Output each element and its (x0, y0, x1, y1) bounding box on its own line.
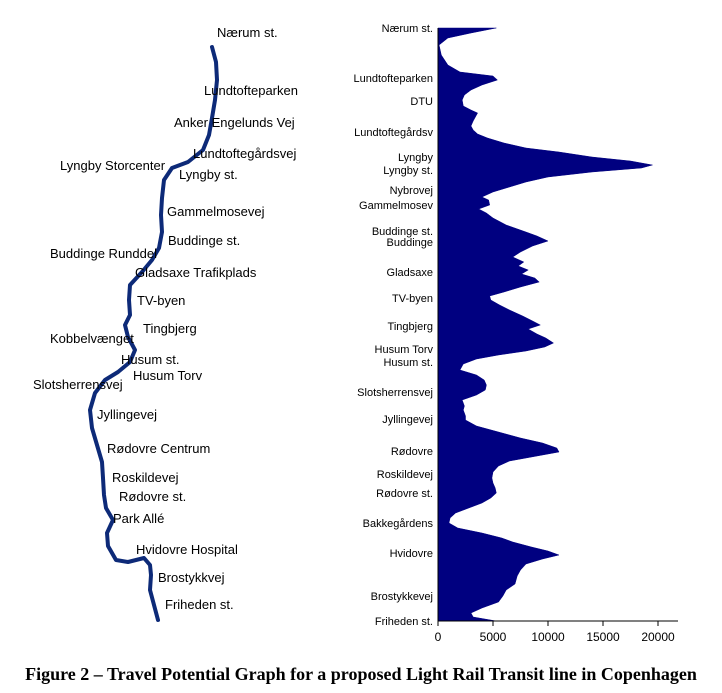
map-station-label: Lyngby Storcenter (60, 158, 166, 173)
category-label: Lyngby (398, 152, 434, 164)
map-station-label: Gladsaxe Trafikplads (135, 265, 257, 280)
map-station-label: Buddinge st. (168, 233, 240, 248)
route-map: Nærum st. Lundtofteparken Anker Engelunds … (33, 25, 298, 622)
category-label: Gladsaxe (387, 267, 433, 279)
map-station-label: Gammelmosevej (167, 204, 265, 219)
map-station-label: Lundtofteparken (204, 83, 298, 98)
category-label: Nærum st. (382, 23, 433, 35)
figure-caption: Figure 2 – Travel Potential Graph for a … (25, 664, 697, 684)
category-label: Slotsherrensvej (357, 387, 433, 399)
rail-route-line (88, 45, 219, 622)
map-station-label: Slotsherrensvej (33, 377, 123, 392)
map-station-label: Lundtoftegårdsvej (193, 146, 296, 161)
map-station-label: Nærum st. (217, 25, 278, 40)
category-label: Gammelmosev (359, 200, 433, 212)
x-tick-label: 5000 (480, 630, 507, 644)
travel-potential-chart: Nærum st. Lundtofteparken DTU Lundtoftegård… (353, 23, 678, 644)
x-tick-label: 0 (435, 630, 442, 644)
x-tick-label: 20000 (641, 630, 675, 644)
category-label: Buddinge st. (372, 226, 433, 238)
map-station-label: Kobbelvænget (50, 331, 134, 346)
map-station-label: Park Allé (113, 511, 164, 526)
category-label: Lundtofteparken (353, 73, 433, 85)
category-label: Buddinge (387, 237, 434, 249)
map-station-label: Hvidovre Hospital (136, 542, 238, 557)
map-station-label: Rødovre Centrum (107, 441, 210, 456)
map-station-label: Friheden st. (165, 597, 234, 612)
category-label: Lyngby st. (383, 165, 433, 177)
map-station-label: Anker Engelunds Vej (174, 115, 295, 130)
category-label: Brostykkevej (371, 591, 433, 603)
category-label: Rødovre (391, 446, 433, 458)
x-tick-label: 10000 (531, 630, 565, 644)
category-label: Lundtoftegårdsv (354, 127, 433, 139)
category-label: Husum st. (383, 357, 433, 369)
category-label: Nybrovej (390, 185, 433, 197)
map-station-label: Lyngby st. (179, 167, 238, 182)
map-station-label: Jyllingevej (97, 407, 157, 422)
x-tick-label: 15000 (586, 630, 620, 644)
category-label: Bakkegårdens (363, 518, 434, 530)
category-label: DTU (410, 96, 433, 108)
category-label: Roskildevej (377, 469, 433, 481)
category-label: TV-byen (392, 293, 433, 305)
category-label: Friheden st. (375, 616, 433, 628)
category-label: Rødovre st. (376, 488, 433, 500)
map-station-label: Husum Torv (133, 368, 203, 383)
map-station-label: Buddinge Runddel (50, 246, 157, 261)
map-station-label: Rødovre st. (119, 489, 186, 504)
map-station-label: Husum st. (121, 352, 180, 367)
map-station-label: Brostykkvej (158, 570, 225, 585)
map-station-label: Roskildevej (112, 470, 179, 485)
travel-potential-area (437, 27, 653, 622)
map-station-label: TV-byen (137, 293, 185, 308)
map-station-label: Tingbjerg (143, 321, 197, 336)
category-label: Hvidovre (390, 548, 433, 560)
category-label: Husum Torv (375, 344, 434, 356)
category-label: Tingbjerg (388, 321, 433, 333)
category-label: Jyllingevej (382, 414, 433, 426)
